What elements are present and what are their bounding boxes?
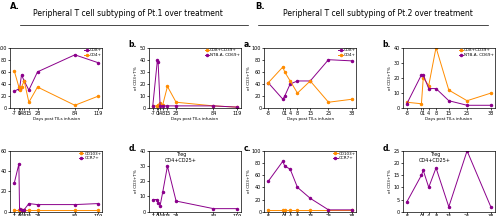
Y-axis label: of CD3+T%: of CD3+T% <box>246 169 250 193</box>
X-axis label: Days post TILs infusion: Days post TILs infusion <box>171 118 218 121</box>
Text: d.: d. <box>382 144 390 152</box>
Y-axis label: of CD3+T%: of CD3+T% <box>134 169 138 193</box>
Text: Peripheral T cell subtyping of Pt.2 over treatment: Peripheral T cell subtyping of Pt.2 over… <box>282 9 472 18</box>
X-axis label: Days post TILs infusion: Days post TILs infusion <box>32 118 80 121</box>
Y-axis label: of CD3+T%: of CD3+T% <box>388 66 392 90</box>
Text: a.: a. <box>244 40 252 49</box>
Text: Treg: Treg <box>430 152 440 157</box>
Y-axis label: of CD3+T%: of CD3+T% <box>246 66 250 90</box>
Text: B.: B. <box>255 2 264 11</box>
Text: A.: A. <box>10 2 20 11</box>
Text: CD4+CD25+: CD4+CD25+ <box>165 158 197 163</box>
Legend: CD8+CD39+, NTB-A- CD69+: CD8+CD39+, NTB-A- CD69+ <box>204 48 240 57</box>
Y-axis label: of CD3+T%: of CD3+T% <box>134 66 138 90</box>
Y-axis label: of CD3+T%: of CD3+T% <box>388 169 392 193</box>
Text: Treg: Treg <box>176 152 186 157</box>
Text: d.: d. <box>128 144 136 152</box>
X-axis label: Days post TILs infusion: Days post TILs infusion <box>425 118 472 121</box>
Legend: CD8+, CD4+: CD8+, CD4+ <box>338 48 356 57</box>
Legend: CD8+CD39+, NTB-A- CD69+: CD8+CD39+, NTB-A- CD69+ <box>459 48 494 57</box>
Legend: CD8+, CD4+: CD8+, CD4+ <box>84 48 102 57</box>
Text: b.: b. <box>128 40 136 49</box>
Text: CD4+CD25+: CD4+CD25+ <box>419 158 451 163</box>
Text: c.: c. <box>244 144 251 152</box>
Legend: CD103+, CCR7+: CD103+, CCR7+ <box>79 151 102 161</box>
X-axis label: Days post TILs infusion: Days post TILs infusion <box>286 118 334 121</box>
Legend: CD103+, CCR7+: CD103+, CCR7+ <box>333 151 356 161</box>
Text: Peripheral T cell subtyping of Pt.1 over treatment: Peripheral T cell subtyping of Pt.1 over… <box>32 9 222 18</box>
Text: b.: b. <box>382 40 390 49</box>
